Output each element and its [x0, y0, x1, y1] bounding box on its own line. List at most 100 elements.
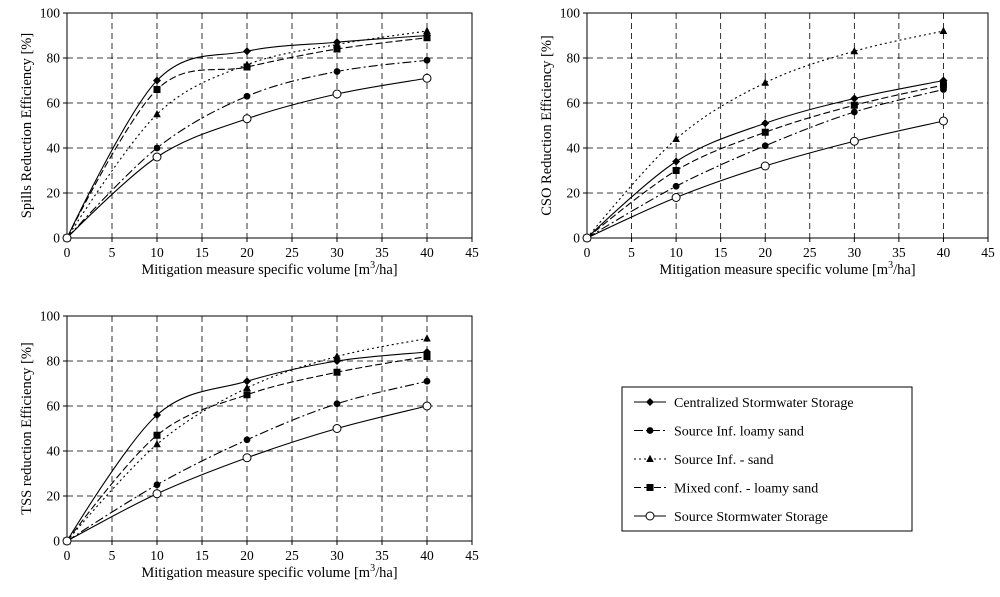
x-tick-label: 0: [64, 548, 71, 563]
y-tick-label: 100: [40, 309, 61, 324]
x-tick-label: 40: [937, 245, 951, 260]
x-tick-label: 5: [109, 548, 116, 563]
data-point-centralized-storage: [153, 411, 161, 419]
x-tick-label: 35: [375, 548, 389, 563]
data-point-source-inf-loamy-sand: [423, 377, 431, 385]
data-point-source-storage: [242, 453, 252, 463]
legend-label-source-inf-loamy-sand: Source Inf. loamy sand: [674, 425, 804, 440]
y-tick-label: 60: [47, 399, 61, 414]
data-point-source-storage: [332, 424, 342, 433]
y-tick-label: 60: [47, 96, 61, 111]
data-point-mixed-conf-loamy-sand: [672, 167, 680, 174]
data-point-mixed-conf-loamy-sand: [423, 34, 431, 42]
data-point-source-inf-sand: [939, 26, 948, 34]
data-point-source-inf-loamy-sand: [333, 68, 341, 75]
data-point-source-storage: [242, 114, 252, 124]
tss-reduction-chart: 0 5 10 15 20 25 30 35 40 45 0 20 40 60 80 100 Mitigation…: [19, 309, 479, 582]
data-point-source-inf-loamy-sand: [153, 481, 161, 489]
series-line-mixed-conf-loamy-sand: [66, 37, 428, 239]
legend-box: [621, 386, 913, 532]
data-point-source-inf-loamy-sand: [850, 108, 858, 116]
x-tick-label: 45: [981, 245, 995, 260]
series-line-source-inf-loamy-sand: [66, 59, 428, 239]
legend-marker-source-storage: [645, 511, 655, 521]
x-tick-label: 25: [285, 245, 299, 260]
data-point-source-inf-sand: [672, 134, 680, 142]
data-point-mixed-conf-loamy-sand: [243, 391, 251, 399]
spills-reduction-chart: 0 5 10 15 20 25 30 35 40 45 0 20 40 60 80 100 Mitigation…: [19, 6, 479, 279]
x-tick-label: 15: [195, 245, 209, 260]
data-point-centralized-storage: [243, 377, 251, 386]
legend-marker-source-inf-loamy-sand: [646, 427, 654, 434]
y-tick-label: 40: [47, 444, 61, 459]
data-point-mixed-conf-loamy-sand: [850, 101, 858, 109]
legend-marker-source-inf-sand: [646, 454, 654, 462]
x-tick-label: 30: [848, 245, 862, 260]
data-point-source-inf-loamy-sand: [153, 144, 161, 152]
plot-frame: [66, 12, 473, 239]
x-axis-label: Mitigation measure specific volume [m3/h…: [659, 260, 915, 278]
data-point-centralized-storage: [243, 47, 251, 56]
y-tick-label: 20: [47, 186, 61, 201]
x-tick-label: 15: [195, 548, 209, 563]
y-tick-label: 60: [567, 96, 581, 111]
y-axis-label: Spills Reduction Efficiency [%]: [19, 33, 35, 218]
data-point-source-inf-sand: [423, 334, 431, 342]
data-point-mixed-conf-loamy-sand: [333, 45, 341, 53]
x-tick-label: 25: [285, 548, 299, 563]
x-axis-label: Mitigation measure specific volume [m3/h…: [141, 260, 397, 278]
x-tick-label: 10: [669, 245, 683, 260]
y-tick-label: 80: [47, 51, 61, 66]
data-point-mixed-conf-loamy-sand: [761, 128, 769, 136]
x-tick-label: 10: [150, 245, 164, 260]
y-tick-label: 0: [53, 534, 60, 549]
x-tick-label: 40: [420, 245, 434, 260]
data-point-mixed-conf-loamy-sand: [153, 431, 161, 439]
x-tick-label: 10: [150, 548, 164, 563]
data-point-centralized-storage: [761, 119, 770, 128]
data-point-source-storage: [849, 136, 859, 146]
series-line-mixed-conf-loamy-sand: [586, 84, 944, 239]
data-point-source-storage: [62, 233, 72, 243]
data-point-source-inf-sand: [850, 47, 859, 55]
data-point-source-storage: [938, 116, 948, 126]
x-tick-label: 35: [375, 245, 389, 260]
data-point-source-inf-loamy-sand: [761, 142, 769, 150]
data-point-source-inf-sand: [761, 78, 770, 86]
x-tick-label: 0: [584, 245, 591, 260]
x-axis-label: Mitigation measure specific volume [m3/h…: [141, 563, 397, 581]
x-tick-label: 20: [240, 245, 254, 260]
data-point-mixed-conf-loamy-sand: [423, 353, 431, 360]
legend-label-mixed-conf-loamy-sand: Mixed conf. - loamy sand: [674, 482, 818, 497]
x-tick-label: 0: [64, 245, 71, 260]
series-line-mixed-conf-loamy-sand: [66, 355, 428, 542]
x-tick-label: 20: [240, 548, 254, 563]
x-tick-label: 30: [330, 548, 344, 563]
y-tick-label: 0: [53, 231, 60, 246]
data-point-source-inf-loamy-sand: [243, 92, 251, 100]
x-tick-label: 25: [803, 245, 817, 260]
legend-marker-centralized-storage: [646, 398, 654, 406]
y-tick-label: 80: [47, 354, 61, 369]
x-tick-label: 35: [892, 245, 906, 260]
data-point-source-inf-sand: [153, 110, 161, 118]
legend-marker-mixed-conf-loamy-sand: [646, 484, 654, 491]
data-point-source-storage: [62, 536, 72, 546]
data-point-source-inf-loamy-sand: [243, 436, 251, 444]
data-point-source-inf-loamy-sand: [672, 182, 680, 190]
legend-label-source-inf-sand: Source Inf. - sand: [674, 453, 774, 468]
data-point-source-inf-sand: [423, 26, 431, 34]
data-point-centralized-storage: [153, 76, 161, 85]
plot-frame: [66, 315, 473, 542]
y-tick-label: 40: [47, 141, 61, 156]
cso-reduction-chart: 0 5 10 15 20 25 30 35 40 45 0 20 40 60 80 100 Mitigation…: [539, 6, 995, 279]
data-point-source-storage: [152, 152, 162, 162]
x-tick-label: 30: [330, 245, 344, 260]
data-point-centralized-storage: [850, 94, 859, 103]
data-point-source-storage: [332, 89, 342, 99]
data-point-source-inf-sand: [153, 440, 161, 448]
y-axis-label: TSS reduction Efficiency [%]: [19, 342, 35, 514]
data-point-source-inf-sand: [243, 383, 251, 391]
y-tick-label: 0: [573, 231, 580, 246]
